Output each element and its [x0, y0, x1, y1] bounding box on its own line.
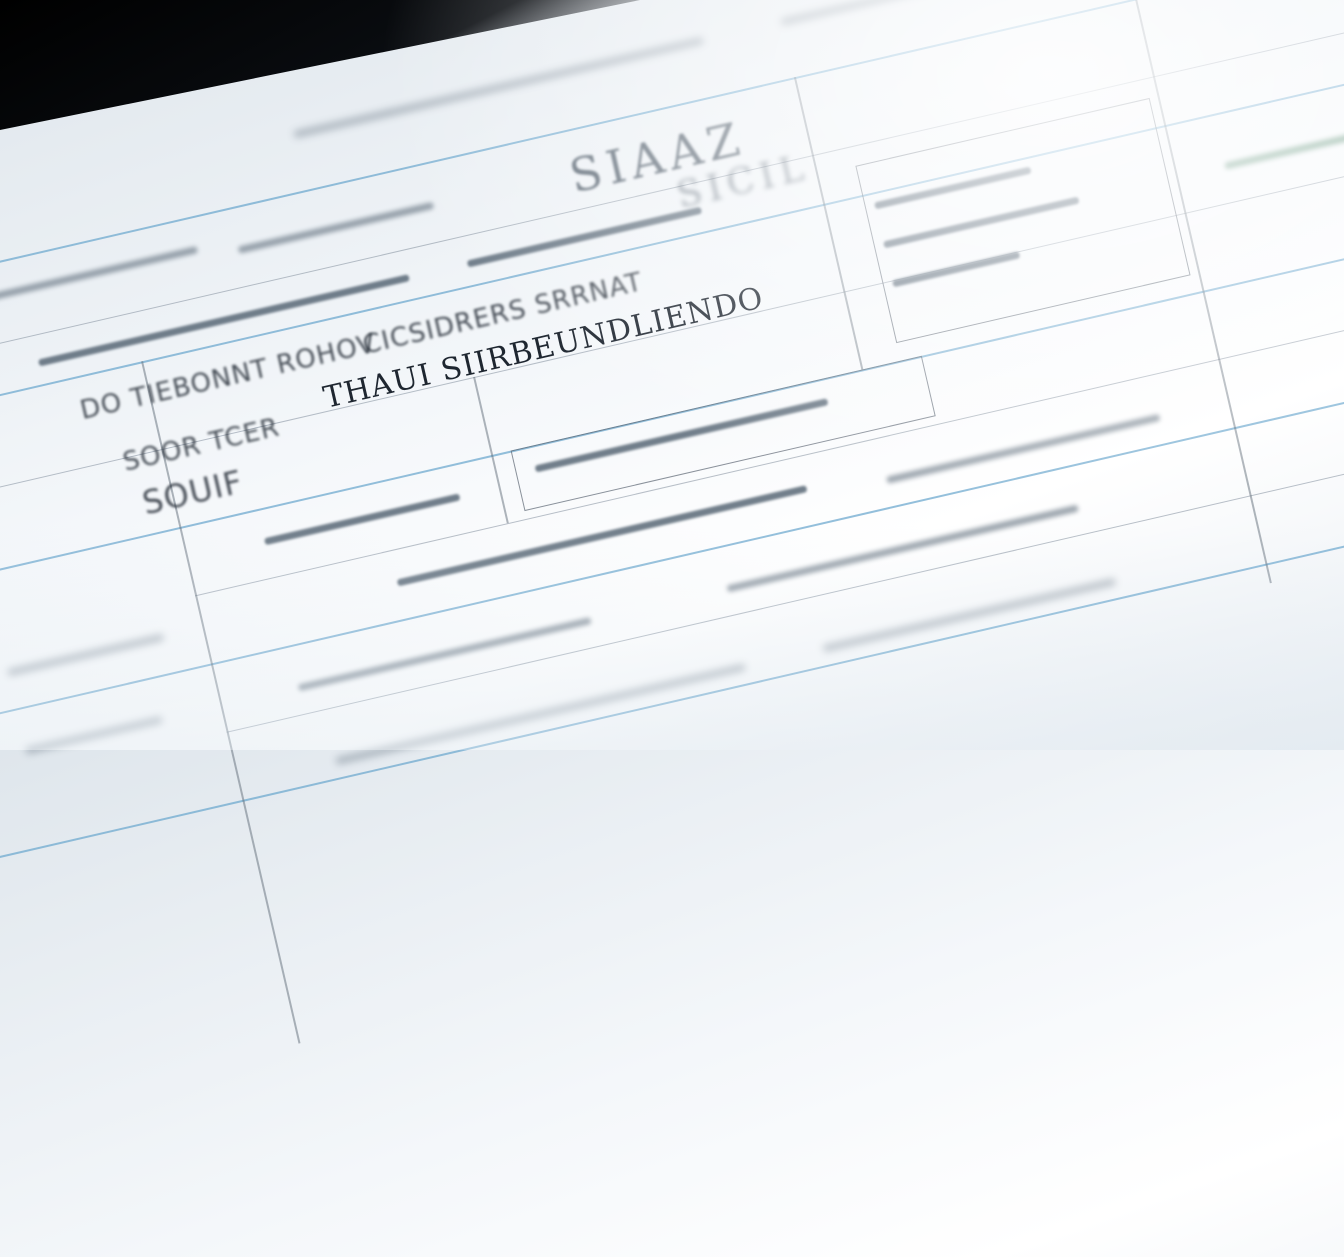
dark-background	[0, 0, 640, 130]
table-surface-shadow	[0, 0, 640, 130]
